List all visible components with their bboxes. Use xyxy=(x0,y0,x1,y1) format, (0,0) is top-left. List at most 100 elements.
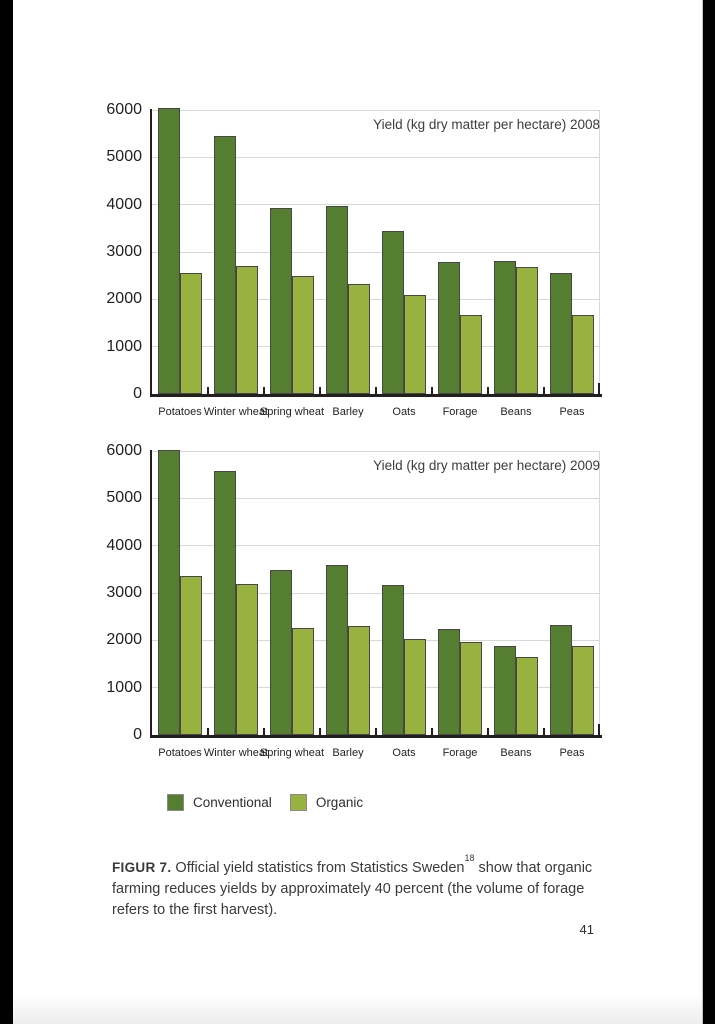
x-axis-line xyxy=(149,394,602,397)
bar-conventional-barley xyxy=(326,565,348,735)
y-axis-tick-label-0: 0 xyxy=(133,385,142,402)
bar-conventional-forage xyxy=(438,628,460,735)
bar-conventional-forage xyxy=(438,262,460,394)
bar-organic-spring-wheat xyxy=(292,276,314,394)
gridline-1000 xyxy=(152,687,600,689)
gridline-5000 xyxy=(152,156,600,158)
legend-label-organic: Organic xyxy=(315,795,364,810)
bar-organic-spring-wheat xyxy=(292,628,314,735)
bar-organic-forage xyxy=(460,642,482,735)
y-axis-tick-label-6000: 6000 xyxy=(106,101,142,118)
x-axis-tick xyxy=(431,387,433,396)
y-axis-tick-label-5000: 5000 xyxy=(106,489,142,507)
yield-chart-2008: 0 1000 2000 3000 4000 5000 6000 Potatoes Winter … xyxy=(106,101,602,418)
x-axis-tick xyxy=(207,387,209,396)
bar-conventional-potatoes xyxy=(158,449,180,735)
bar-organic-barley xyxy=(348,626,370,735)
bar-organic-peas xyxy=(572,646,594,735)
bar-conventional-spring-wheat xyxy=(270,207,292,394)
y-axis-tick-label-2000: 2000 xyxy=(106,290,142,308)
x-axis-category-label-barley: Barley xyxy=(332,406,364,418)
y-axis-tick-label-1000: 1000 xyxy=(106,337,142,355)
plot-right-border xyxy=(599,110,600,394)
figure-caption: FIGUR 7. Official yield statistics from … xyxy=(112,853,619,921)
x-axis-category-label-winter-wheat: Winter wheat xyxy=(203,747,269,759)
x-axis-category-label-forage: Forage xyxy=(442,747,478,759)
figure-caption-footnote-ref: 18 xyxy=(464,853,475,863)
x-axis-tick xyxy=(543,728,545,737)
chart-legend: Conventional Organic xyxy=(167,794,363,811)
bar-organic-winter-wheat xyxy=(236,584,258,735)
bar-conventional-potatoes xyxy=(158,107,180,394)
x-axis-category-label-barley: Barley xyxy=(332,747,364,759)
gridline-3000 xyxy=(152,592,600,594)
bar-conventional-beans xyxy=(494,261,516,394)
x-axis-tick xyxy=(319,728,321,737)
x-axis-category-label-potatoes: Potatoes xyxy=(158,406,202,418)
x-axis-category-label-winter-wheat: Winter wheat xyxy=(203,406,269,418)
document-page: 0 1000 2000 3000 4000 5000 6000 Potatoes Winter … xyxy=(13,0,703,1024)
x-axis-tick xyxy=(487,728,489,737)
bar-conventional-peas xyxy=(550,625,572,735)
x-axis-end-tick xyxy=(598,383,600,396)
bar-organic-oats xyxy=(404,294,426,394)
x-axis-category-label-potatoes: Potatoes xyxy=(158,747,202,759)
plot-right-border xyxy=(599,451,600,735)
page-number: 41 xyxy=(579,922,594,937)
y-axis-tick-label-5000: 5000 xyxy=(106,148,142,166)
legend-item-organic: Organic xyxy=(289,794,364,811)
gridline-5000 xyxy=(152,497,600,499)
y-axis-tick-label-0: 0 xyxy=(133,726,142,743)
x-axis-end-tick xyxy=(598,724,600,737)
legend-label-conventional: Conventional xyxy=(193,795,272,810)
bar-conventional-peas xyxy=(550,273,572,394)
gridline-6000 xyxy=(152,109,600,111)
gridline-3000 xyxy=(152,251,600,253)
bar-organic-oats xyxy=(404,638,426,735)
x-axis-tick xyxy=(375,728,377,737)
y-axis-tick-label-3000: 3000 xyxy=(106,243,142,260)
bar-organic-potatoes xyxy=(180,273,202,394)
gridline-6000 xyxy=(152,450,600,452)
x-axis-tick xyxy=(319,387,321,396)
x-axis-tick xyxy=(263,387,265,396)
x-axis-category-label-spring-wheat: Spring wheat xyxy=(259,747,325,759)
x-axis-tick xyxy=(263,728,265,737)
y-axis-tick-label-4000: 4000 xyxy=(106,195,142,213)
bar-conventional-winter-wheat xyxy=(214,136,236,394)
bar-conventional-oats xyxy=(382,230,404,394)
figure-caption-label: FIGUR 7. xyxy=(112,859,172,875)
gridline-4000 xyxy=(152,545,600,547)
bar-organic-beans xyxy=(516,267,538,394)
legend-item-conventional: Conventional xyxy=(167,794,272,811)
gridline-2000 xyxy=(152,298,600,300)
figure-caption-text-continued: show that organic farming reduces yields… xyxy=(112,859,593,918)
bar-organic-potatoes xyxy=(180,575,202,735)
bar-organic-barley xyxy=(348,283,370,394)
x-axis-tick xyxy=(207,728,209,737)
bar-conventional-spring-wheat xyxy=(270,570,292,735)
bar-organic-winter-wheat xyxy=(236,266,258,394)
gridline-4000 xyxy=(152,204,600,206)
yield-chart-2009: 0 1000 2000 3000 4000 5000 6000 Potatoes Winter … xyxy=(106,442,602,759)
bar-organic-beans xyxy=(516,657,538,735)
x-axis-tick xyxy=(431,728,433,737)
y-axis-tick-label-3000: 3000 xyxy=(106,584,142,601)
bar-organic-peas xyxy=(572,314,594,394)
bar-organic-forage xyxy=(460,314,482,394)
bar-conventional-winter-wheat xyxy=(214,471,236,735)
x-axis-tick xyxy=(543,387,545,396)
conventional-color-swatch xyxy=(167,794,184,811)
y-axis-tick-label-4000: 4000 xyxy=(106,536,142,554)
x-axis-category-label-spring-wheat: Spring wheat xyxy=(259,406,325,418)
x-axis-category-label-peas: Peas xyxy=(559,406,585,418)
figure-caption-text: Official yield statistics from Statistic… xyxy=(171,859,465,876)
organic-color-swatch xyxy=(289,794,307,811)
x-axis-category-label-beans: Beans xyxy=(500,406,532,418)
bar-conventional-beans xyxy=(494,646,516,735)
x-axis-line xyxy=(149,735,602,738)
chart-title: Yield (kg dry matter per hectare) 2008 xyxy=(373,117,600,132)
y-axis-tick-label-6000: 6000 xyxy=(106,442,142,459)
x-axis-tick xyxy=(375,387,377,396)
